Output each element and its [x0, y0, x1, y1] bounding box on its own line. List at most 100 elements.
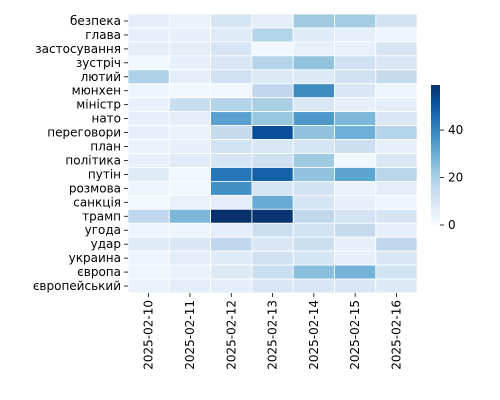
colorbar-segment: [431, 125, 440, 128]
row-label: зустріч: [76, 56, 121, 70]
heatmap-cell: [168, 236, 212, 252]
heatmap-cell: [127, 264, 170, 280]
heatmap-cell: [375, 208, 418, 224]
colorbar-segment: [431, 142, 440, 145]
row-label: санкція: [73, 195, 121, 209]
colorbar-segment: [431, 104, 440, 107]
colorbar-segment: [431, 165, 440, 168]
colorbar-segment: [431, 111, 440, 114]
colorbar-segment: [431, 93, 440, 96]
heatmap-cell: [127, 208, 170, 224]
row-label: застосування: [35, 42, 121, 56]
colorbar-segment: [431, 135, 440, 138]
heatmap-cell: [210, 125, 253, 140]
colorbar-segment: [431, 88, 440, 91]
heatmap-cell: [375, 236, 418, 252]
heatmap-cell: [127, 13, 170, 29]
colorbar-segment: [431, 95, 440, 98]
column-label: 2025-02-13: [266, 300, 280, 370]
heatmap-cell: [375, 27, 418, 43]
heatmap-cell: [292, 208, 335, 224]
colorbar-segment: [431, 120, 440, 123]
heatmap-cell: [375, 111, 418, 127]
heatmap-cell: [127, 153, 170, 168]
heatmap-cell: [251, 83, 294, 99]
colorbar-segment: [431, 183, 440, 186]
colorbar-segment: [431, 86, 440, 89]
heatmap-cell: [292, 97, 335, 113]
column-label: 2025-02-14: [307, 300, 321, 370]
heatmap-cell: [127, 167, 170, 182]
heatmap-cell: [210, 180, 253, 196]
colorbar-segment: [431, 214, 440, 217]
heatmap-cell: [251, 180, 294, 196]
heatmap-cell: [334, 27, 377, 43]
colorbar-segment: [431, 184, 440, 187]
row-label: трамп: [82, 209, 121, 223]
colorbar-tick-label: 0: [448, 218, 456, 232]
row-label: міністр: [76, 98, 121, 112]
colorbar-segment: [431, 167, 440, 170]
heatmap-cell: [210, 278, 253, 294]
colorbar-segment: [431, 132, 440, 135]
heatmap-cell: [334, 139, 377, 154]
row-label: європа: [77, 265, 121, 279]
colorbar-segment: [431, 179, 440, 182]
heatmap-cell: [251, 13, 294, 29]
heatmap-cell: [334, 125, 377, 140]
colorbar-segment: [431, 163, 440, 166]
heatmap-cell: [375, 69, 418, 85]
heatmap-cell: [292, 111, 335, 127]
heatmap-cell: [210, 222, 253, 238]
colorbar-segment: [431, 219, 440, 222]
colorbar-segment: [431, 218, 440, 221]
row-label: лютий: [81, 70, 121, 84]
heatmap-cell: [334, 180, 377, 196]
colorbar-segment: [431, 118, 440, 121]
colorbar-segment: [431, 139, 440, 142]
heatmap-cell: [375, 180, 418, 196]
heatmap-cell: [127, 55, 170, 71]
heatmap-cell: [168, 97, 212, 113]
colorbar-segment: [431, 197, 440, 200]
colorbar-segment: [431, 109, 440, 112]
heatmap-cell: [334, 83, 377, 99]
colorbar-segment: [431, 202, 440, 205]
colorbar-segment: [431, 116, 440, 119]
colorbar-segment: [431, 90, 440, 93]
colorbar-segment: [431, 209, 440, 212]
colorbar-segment: [431, 99, 440, 102]
heatmap-cell: [292, 222, 335, 238]
heatmap-cell: [251, 250, 294, 266]
heatmap-cell: [127, 250, 170, 266]
heatmap-cell: [210, 97, 253, 113]
heatmap-cell: [168, 167, 212, 182]
heatmap-cell: [168, 125, 212, 140]
colorbar: 0 20 40: [431, 85, 463, 232]
colorbar-segment: [431, 169, 440, 172]
heatmap-cell: [334, 69, 377, 85]
heatmap-cell: [210, 153, 253, 168]
colorbar-segment: [431, 195, 440, 198]
heatmap-cell: [168, 139, 212, 154]
heatmap-cell: [334, 153, 377, 168]
heatmap-cell: [127, 222, 170, 238]
heatmap-cell: [375, 139, 418, 154]
row-label: європейський: [33, 279, 121, 293]
row-label: путін: [88, 167, 121, 181]
colorbar-segment: [431, 172, 440, 175]
colorbar-segment: [431, 100, 440, 103]
heatmap-cell: [251, 41, 294, 57]
heatmap-cell: [210, 83, 253, 99]
heatmap-cell: [375, 41, 418, 57]
colorbar-segment: [431, 207, 440, 210]
heatmap-cell: [375, 97, 418, 113]
heatmap-cell: [210, 250, 253, 266]
colorbar-segment: [431, 148, 440, 151]
colorbar-segment: [431, 92, 440, 95]
row-label: план: [90, 140, 121, 154]
heatmap-cell: [375, 55, 418, 71]
row-label: угода: [85, 223, 121, 237]
heatmap-cell: [292, 55, 335, 71]
heatmap-cell: [334, 194, 377, 210]
